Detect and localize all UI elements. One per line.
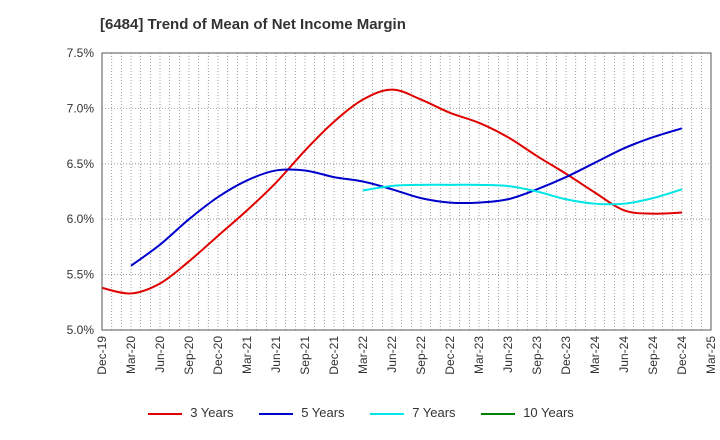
x-tick-label: Mar-23 (472, 336, 486, 374)
x-tick-label: Sep-22 (414, 336, 428, 375)
x-tick-label: Jun-23 (501, 336, 515, 373)
x-tick-label: Jun-24 (617, 336, 631, 373)
x-tick-label: Dec-20 (211, 336, 225, 375)
x-tick-label: Mar-24 (588, 336, 602, 374)
x-tick-label: Jun-22 (385, 336, 399, 373)
legend-item-10-years: 10 Years (481, 405, 574, 420)
series-line-7-years (362, 183, 683, 206)
x-tick-labels: Dec-19 Mar-20 Jun-20 Sep-20 Dec-20 Mar-21 Jun-… (95, 336, 718, 375)
series-lines (101, 88, 683, 295)
x-tick-label: Sep-20 (182, 336, 196, 375)
legend-label-5-years: 5 Years (301, 405, 345, 420)
legend-swatch-10-years (481, 412, 516, 415)
y-tick-label: 6.5% (67, 157, 95, 171)
grid (102, 53, 711, 330)
y-tick-labels: 5.0% 5.5% 6.0% 6.5% 7.0% 7.5% (67, 46, 95, 337)
x-tick-label: Mar-25 (704, 336, 718, 374)
y-tick-label: 6.0% (67, 212, 95, 226)
x-tick-label: Dec-19 (95, 336, 109, 375)
y-tick-label: 7.5% (67, 46, 95, 60)
legend-swatch-3-years (148, 412, 183, 415)
x-tick-label: Mar-21 (240, 336, 254, 374)
x-tick-label: Dec-23 (559, 336, 573, 375)
legend-label-7-years: 7 Years (412, 405, 456, 420)
x-tick-label: Dec-22 (443, 336, 457, 375)
x-tick-label: Mar-20 (124, 336, 138, 374)
x-tick-label: Dec-24 (675, 336, 689, 375)
legend-swatch-7-years (370, 412, 405, 415)
legend-label-3-years: 3 Years (190, 405, 234, 420)
x-tick-label: Dec-21 (327, 336, 341, 375)
legend-swatch-5-years (259, 412, 294, 415)
series-line-5-years (130, 127, 683, 267)
legend: 3 Years 5 Years 7 Years 10 Years (0, 405, 720, 420)
legend-item-3-years: 3 Years (148, 405, 234, 420)
x-tick-label: Sep-21 (298, 336, 312, 375)
y-tick-label: 7.0% (67, 101, 95, 115)
axes (101, 52, 712, 331)
plot-frame (101, 52, 712, 331)
legend-item-7-years: 7 Years (370, 405, 456, 420)
legend-item-5-years: 5 Years (259, 405, 345, 420)
x-tick-label: Sep-24 (646, 336, 660, 375)
y-tick-label: 5.0% (67, 323, 95, 337)
series-line-3-years (101, 88, 683, 295)
y-tick-label: 5.5% (67, 268, 95, 282)
x-tick-label: Sep-23 (530, 336, 544, 375)
x-tick-label: Mar-22 (356, 336, 370, 374)
chart-title: [6484] Trend of Mean of Net Income Margi… (100, 16, 406, 33)
legend-label-10-years: 10 Years (523, 405, 574, 420)
x-tick-label: Jun-21 (269, 336, 283, 373)
x-tick-label: Jun-20 (153, 336, 167, 373)
